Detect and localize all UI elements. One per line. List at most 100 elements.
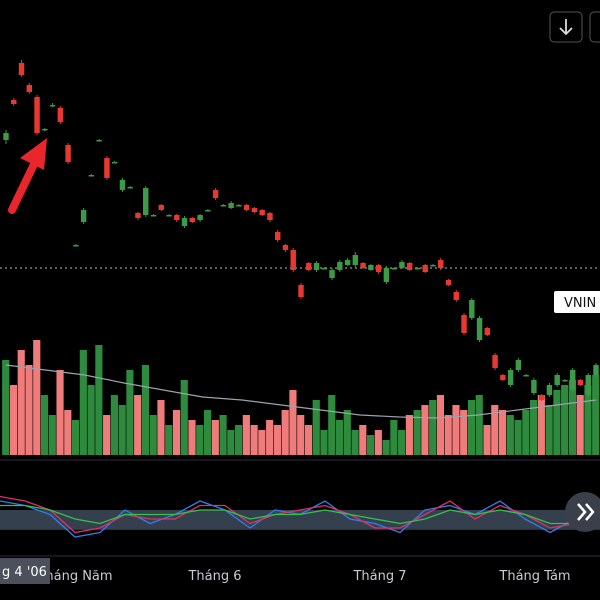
volume-bar [335, 420, 344, 455]
candle-body [166, 215, 172, 217]
candle-body [174, 215, 180, 220]
volume-bar [568, 380, 576, 455]
candle-body [546, 385, 553, 395]
candle-body [500, 375, 506, 380]
volume-bar [289, 390, 297, 455]
volume-bar [219, 415, 227, 455]
candle-body [65, 145, 71, 162]
candle-body [259, 210, 265, 215]
volume-bar [227, 430, 235, 455]
candle-body [205, 210, 211, 212]
volume-bar [304, 425, 313, 455]
volume-bar [398, 430, 406, 455]
oscillator-band [0, 510, 600, 530]
volume-bar [483, 425, 491, 455]
candle-body [220, 205, 227, 207]
candle-body [321, 268, 328, 270]
volume-bar [2, 360, 10, 455]
x-tick-label: Tháng 6 [187, 569, 241, 584]
download-button[interactable] [549, 11, 583, 43]
candle-body [507, 370, 514, 385]
volume-bar [273, 425, 281, 455]
oscillator-pane [0, 495, 600, 538]
candle-body [562, 380, 568, 382]
volume-bar [118, 405, 126, 455]
candle-body [554, 375, 560, 385]
volume-bar [165, 425, 173, 455]
candle-body [406, 263, 413, 270]
candle-body [306, 263, 312, 270]
crosshair-label-box [0, 558, 50, 584]
crosshair-label: g 4 '06 [2, 565, 47, 580]
volume-bar [467, 400, 476, 455]
volume-bar [281, 410, 289, 455]
volume-bar [157, 400, 165, 455]
x-tick-label: Tháng Năm [36, 569, 112, 584]
volume-bar [134, 395, 142, 455]
candle-body [515, 360, 522, 370]
candle-body [18, 63, 25, 75]
volume-bar [180, 380, 188, 455]
volume-bar [312, 400, 320, 455]
candle-body [26, 85, 33, 92]
candle-body [352, 255, 359, 265]
toolbar-button[interactable] [589, 11, 600, 43]
volume-bar [95, 345, 103, 455]
candle-body [523, 375, 529, 377]
volume-bar [460, 410, 468, 455]
candle-body [375, 265, 382, 272]
price-pane: VNIN [0, 60, 600, 401]
volume-bar [343, 410, 351, 455]
volume-bar [444, 415, 452, 455]
volume-pane [2, 340, 600, 455]
volume-bar [79, 350, 87, 455]
candle-body [438, 260, 444, 268]
candle-body [119, 180, 126, 190]
candle-body [461, 315, 467, 333]
candle-body [368, 265, 374, 270]
volume-bar [17, 350, 25, 455]
candle-body [585, 375, 591, 395]
volume-bar [328, 395, 336, 455]
volume-bar [56, 370, 64, 455]
volume-bar [405, 415, 413, 455]
volume-bar [258, 430, 266, 455]
volume-bar [351, 430, 359, 455]
volume-bar [491, 405, 499, 455]
volume-bar [561, 385, 569, 455]
volume-bar [584, 385, 592, 455]
price-label: VNIN [564, 296, 596, 311]
candle-body [593, 365, 599, 375]
volume-bar [506, 415, 514, 455]
candle-body [150, 215, 157, 217]
candle-body [111, 162, 118, 164]
volume-bar [297, 415, 305, 455]
candle-body [577, 380, 584, 385]
candle-body [344, 260, 351, 265]
volume-bar [71, 420, 80, 455]
candle-body [73, 245, 79, 247]
candle-body [445, 280, 452, 285]
volume-bar [390, 420, 398, 455]
volume-bar [103, 415, 111, 455]
scroll-right-button[interactable] [565, 492, 600, 532]
volume-bar [553, 390, 561, 455]
price-label-box [554, 291, 600, 313]
volume-bar [592, 375, 600, 455]
candle-body [49, 105, 56, 107]
candle-body [243, 205, 250, 210]
volume-bar [545, 405, 553, 455]
volume-bar [366, 435, 375, 455]
volume-bar [498, 410, 507, 455]
candle-body [282, 245, 289, 250]
volume-bar [452, 405, 460, 455]
candle-body [538, 395, 545, 400]
candle-body [197, 215, 203, 220]
volume-bar [211, 420, 219, 455]
volume-bar [436, 395, 445, 455]
time-axis: Tháng Năm Tháng 6 Tháng 7 Tháng Tám g 4 '06 [0, 558, 571, 584]
volume-bar [522, 410, 530, 455]
